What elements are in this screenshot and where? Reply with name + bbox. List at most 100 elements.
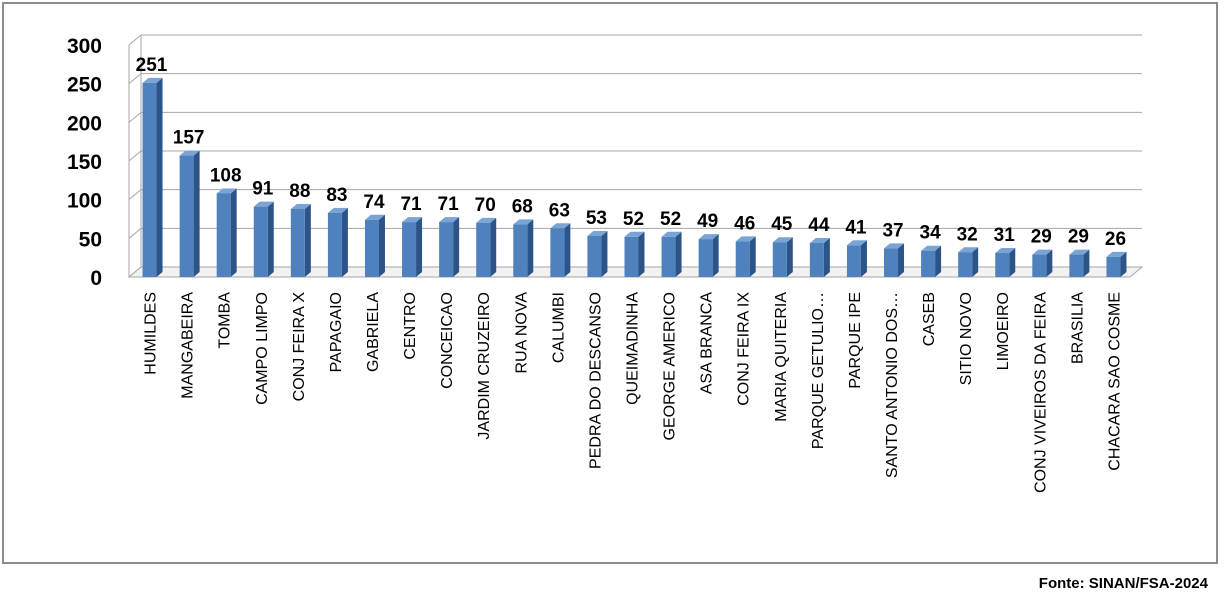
bar	[476, 222, 491, 277]
x-tick-label: GEORGE AMERICO	[662, 292, 679, 440]
bar-top	[1106, 251, 1127, 257]
bar-side	[935, 245, 942, 277]
bar-top	[216, 188, 237, 194]
data-label: 63	[549, 200, 570, 221]
x-tick-label: CHACARA SAO COSME	[1106, 292, 1123, 471]
bar	[253, 206, 268, 277]
data-label: 53	[586, 208, 607, 229]
bar-top	[364, 214, 385, 220]
data-label: 37	[882, 220, 903, 241]
x-tick-label: PARQUE GETULIO…	[810, 292, 827, 449]
bar-top	[402, 217, 423, 223]
bar	[1106, 256, 1121, 277]
bar-top	[958, 247, 979, 253]
bar	[1032, 254, 1047, 277]
bar-side	[156, 77, 163, 277]
data-label: 41	[845, 217, 867, 238]
x-tick-label: BRASILIA	[1069, 292, 1086, 364]
bar	[958, 252, 973, 277]
bar	[513, 224, 528, 277]
bar-side	[378, 214, 385, 277]
bar-side	[304, 203, 311, 277]
bar-top	[884, 243, 905, 249]
data-label: 52	[623, 209, 644, 230]
x-tick-label: CAMPO LIMPO	[254, 292, 271, 405]
bar	[809, 242, 824, 277]
data-label: 68	[512, 196, 533, 217]
bar	[439, 222, 454, 277]
y-tick-label: 300	[67, 35, 102, 58]
bar-side	[416, 217, 423, 277]
x-tick-label: CONJ FEIRA X	[291, 292, 308, 402]
bar-side	[564, 223, 571, 277]
gridline-diagonal	[128, 189, 142, 201]
data-label: 31	[994, 225, 1016, 246]
bar-top	[290, 203, 311, 209]
data-label: 71	[438, 194, 460, 215]
bar	[327, 212, 342, 277]
data-label: 32	[957, 224, 978, 245]
x-tick-label: PARQUE IPE	[847, 292, 864, 389]
y-tick-label: 250	[67, 74, 102, 97]
x-tick-label: QUEIMADINHA	[625, 292, 642, 405]
bar	[402, 222, 417, 277]
data-label: 44	[808, 215, 830, 236]
bar-top	[550, 223, 571, 229]
gridline-diagonal	[128, 34, 142, 46]
x-tick-label: CONJ VIVEIROS DA FEIRA	[1032, 292, 1049, 493]
data-label: 83	[326, 185, 347, 206]
x-tick-label: CASEB	[921, 292, 938, 346]
x-tick-label: GABRIELA	[365, 292, 382, 372]
bar-top	[142, 77, 163, 83]
bar	[995, 253, 1010, 277]
bar-top	[439, 217, 460, 223]
bar	[698, 239, 713, 277]
data-label: 88	[289, 181, 310, 202]
bar	[587, 236, 602, 277]
gridline-diagonal	[128, 111, 142, 123]
bar-top	[809, 237, 830, 243]
data-label: 52	[660, 209, 681, 230]
bar	[142, 82, 157, 277]
bar	[921, 250, 936, 277]
bar-top	[921, 245, 942, 251]
bar-top	[661, 231, 682, 237]
data-label: 46	[734, 213, 755, 234]
data-label: 71	[400, 194, 422, 215]
bar	[1069, 254, 1084, 277]
x-tick-label: HUMILDES	[143, 292, 160, 375]
x-tick-label: CONCEICAO	[439, 292, 456, 389]
bar-top	[846, 240, 867, 246]
bar-top	[772, 237, 793, 243]
x-tick-label: PAPAGAIO	[328, 292, 345, 372]
bar	[661, 236, 676, 277]
y-tick-label: 200	[67, 112, 102, 135]
bar	[624, 236, 639, 277]
x-tick-label: ASA BRANCA	[699, 292, 716, 395]
bar-side	[230, 188, 237, 277]
bar-side	[675, 231, 682, 277]
chart-frame	[2, 2, 1218, 564]
x-tick-label: MARIA QUITERIA	[773, 292, 790, 422]
bar-top	[698, 234, 719, 240]
bar-side	[490, 217, 497, 277]
data-label: 251	[136, 55, 168, 76]
bar-side	[527, 219, 534, 277]
x-tick-label: JARDIM CRUZEIRO	[476, 292, 493, 440]
bar-side	[712, 234, 719, 277]
x-tick-label: RUA NOVA	[513, 292, 530, 374]
bar-side	[1009, 248, 1016, 277]
bar	[846, 245, 861, 277]
bar-top	[179, 150, 200, 156]
bar-side	[898, 243, 905, 277]
y-tick-label: 150	[67, 151, 102, 174]
bar-top	[476, 217, 497, 223]
x-tick-label: SANTO ANTONIO DOS…	[884, 292, 901, 478]
bar	[884, 248, 899, 277]
data-label: 29	[1031, 227, 1052, 248]
bar-side	[823, 237, 830, 277]
data-label: 157	[173, 128, 205, 149]
bar	[364, 219, 379, 277]
gridline-diagonal	[128, 227, 142, 239]
